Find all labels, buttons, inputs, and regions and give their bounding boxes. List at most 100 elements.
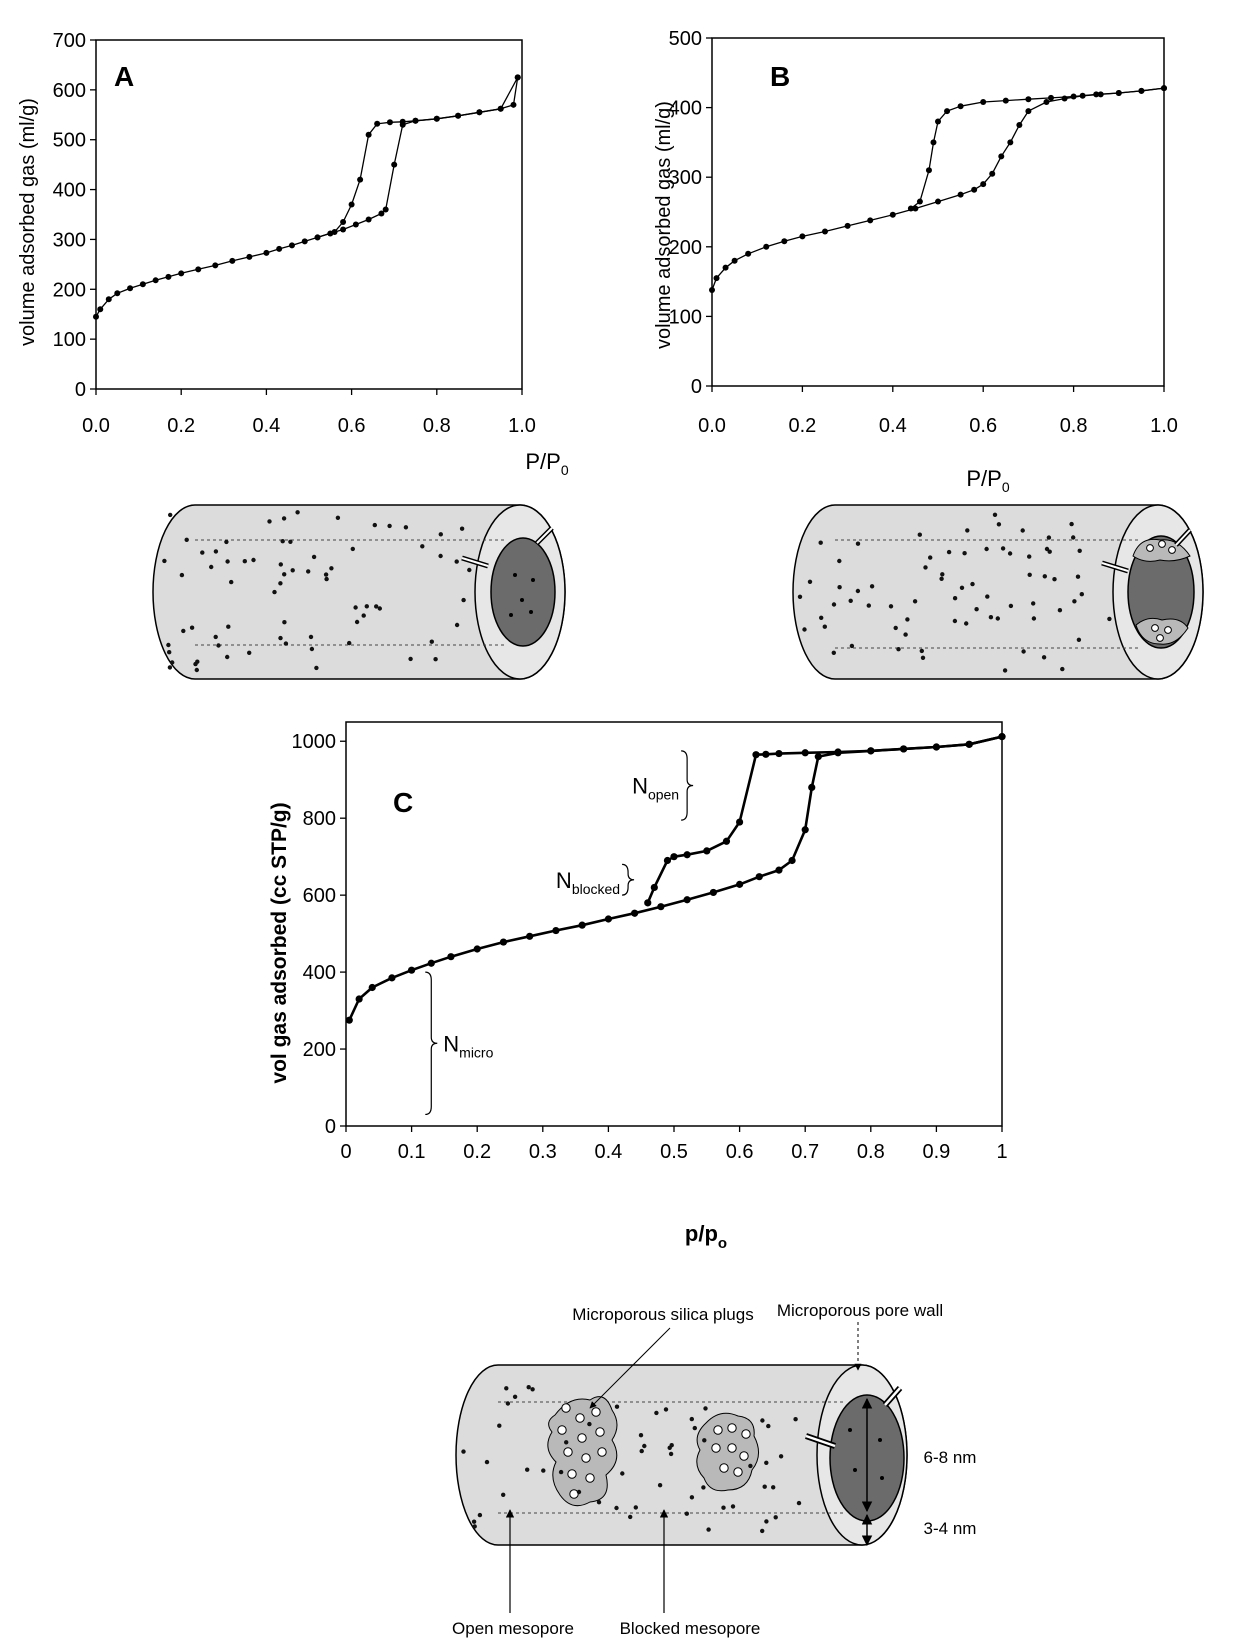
data-point-adsorption [745,250,752,257]
y-tick-label: 700 [53,30,86,52]
micropore-dot [526,1385,531,1390]
micropore-dot [760,1528,765,1534]
micropore-dot [576,1489,582,1495]
plug-micropore [1168,546,1176,554]
data-point-adsorption [631,909,639,917]
micropore-dot [1008,603,1014,609]
micropore-dot [529,610,533,614]
micropore-dot [288,539,293,544]
micropore-dot [917,532,922,537]
y-tick-label: 200 [303,1039,336,1061]
data-point-adsorption [935,198,941,205]
open-mesopore-label: Open mesopore [452,1619,574,1638]
micropore-dot [773,1515,778,1520]
data-point-adsorption [889,211,896,218]
micropore-dot [684,1511,689,1516]
x-tick-label: 0.6 [726,1141,754,1163]
micropore-dot [181,628,186,634]
micropore-dot [642,1443,647,1449]
series-line-adsorption [95,77,519,318]
micropore-dot [702,1438,707,1443]
data-point-adsorption [709,286,715,293]
plugs-pointer [589,1327,671,1409]
micropore-dot [1031,616,1037,621]
micropore-dot [477,1512,483,1518]
micropore-dot [639,1448,644,1454]
y-tick-label: 0 [325,1116,336,1138]
micropore-dot [168,512,173,518]
micropore-dot [796,1500,802,1506]
micropore-dot [484,1459,490,1465]
micropore-dot [638,1433,644,1438]
plug-micropore [575,1413,585,1423]
y-tick-label: 800 [303,808,336,830]
micropore-dot [420,544,425,549]
micropore-dot [225,654,230,660]
data-point-desorption [644,899,652,907]
micropore-dot [928,555,933,560]
micropore-dot [541,1468,546,1473]
plug-micropore [733,1467,743,1477]
y-tick-label: 1000 [292,731,337,753]
plug-micropore [567,1469,577,1479]
data-point-desorption [998,733,1006,741]
micropore-dot [878,1438,882,1442]
data-point-adsorption [447,953,455,961]
micropore-dot [905,617,910,622]
micropore-dot [200,550,205,555]
data-point-desorption [762,750,770,758]
data-point-desorption [703,847,711,855]
micropore-dot [760,1418,765,1423]
micropore-dot [703,1406,708,1411]
y-tick-label: 0 [691,376,702,398]
micropore-dot [242,559,247,564]
micropore-dot [1046,535,1052,540]
micropore-dot [992,512,998,517]
micropore-dot [354,619,360,625]
data-point-desorption [736,818,744,826]
micropore-dot [364,604,369,609]
plugs-label: Microporous silica plugs [572,1305,753,1324]
data-point-adsorption [301,238,308,245]
data-point-adsorption [552,926,560,935]
micropore-dot [970,581,975,587]
micropore-dot [467,567,472,573]
micropore-dot [620,1471,625,1476]
micropore-dot [1002,668,1008,673]
data-point-desorption [412,117,419,124]
data-point-adsorption [408,966,416,974]
data-point-adsorption [365,216,372,223]
data-point-adsorption [178,270,185,277]
y-tick-label: 0 [75,379,86,401]
micropore-dot [853,1468,857,1472]
plug-micropore [1146,544,1154,552]
micropore-dot [1041,655,1047,660]
series-line-adsorption [348,735,1003,1021]
data-point-desorption [433,115,440,122]
micropore-dot [520,598,524,602]
micropore-dot [807,579,813,584]
micropore-dot [962,551,967,556]
micropore-dot [461,1449,466,1454]
data-point-desorption [935,118,941,125]
y-tick-label: 200 [669,237,702,259]
micropore-dot [278,562,283,567]
micropore-dot [308,634,314,640]
x-tick-label: 0.2 [463,1141,491,1163]
micropore-dot [793,1417,798,1422]
silica-plug [547,1396,618,1507]
micropore-dot [179,572,185,578]
data-point-adsorption [604,915,613,923]
micropore-dot [1020,528,1025,533]
micropore-dot [896,647,901,652]
plot-frame [345,721,1003,1127]
micropore-dot [505,1401,511,1406]
data-point-adsorption [957,191,964,198]
micropore-dot [209,564,214,570]
data-point-adsorption [139,281,146,288]
silica-plug [1135,617,1189,645]
x-tick-label: 0.9 [922,1141,950,1163]
micropore-dot [530,1387,535,1392]
data-point-adsorption [775,866,783,874]
